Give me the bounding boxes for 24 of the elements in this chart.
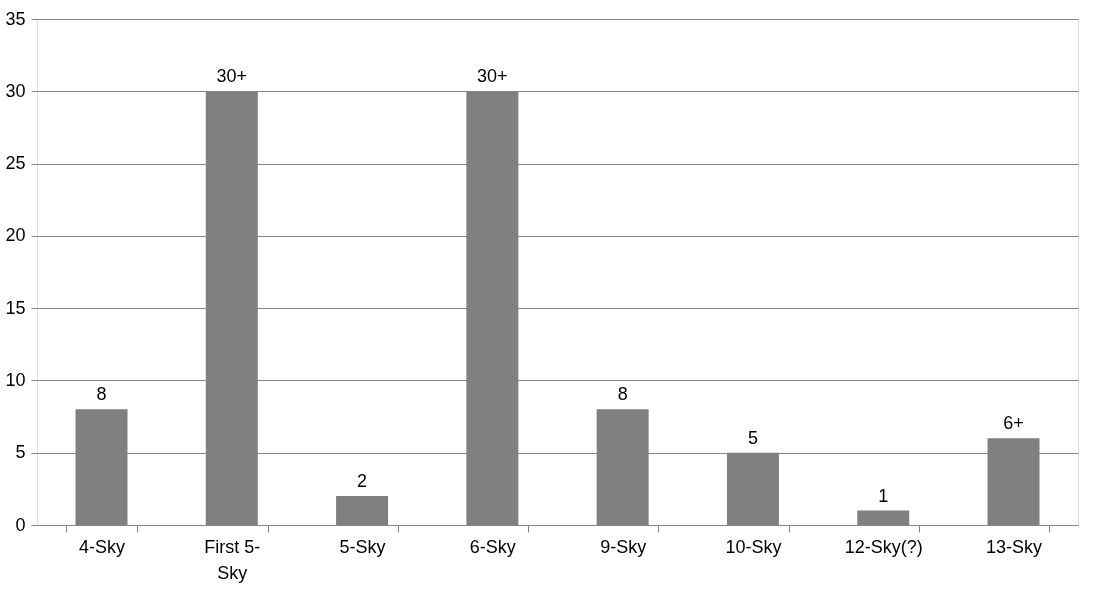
x-tick-label: 9-Sky [600, 536, 647, 557]
x-tick-label: 10-Sky [725, 536, 782, 557]
data-label: 2 [357, 471, 368, 492]
y-tick-label: 5 [15, 442, 26, 463]
y-tick-label: 35 [5, 8, 26, 29]
x-tick-label: 13-Sky [985, 536, 1043, 557]
data-label: 8 [617, 384, 628, 405]
x-tick-label: 12-Sky(?) [844, 536, 923, 557]
data-label: 30+ [216, 66, 248, 87]
y-tick-label: 20 [5, 225, 26, 246]
y-tick-label: 10 [5, 369, 26, 390]
y-tick-label: 15 [5, 297, 26, 318]
x-tick-label: 5-Sky [339, 536, 386, 557]
y-tick-label: 0 [15, 514, 26, 535]
x-tick-label: 6-Sky [469, 536, 516, 557]
data-label: 5 [747, 427, 758, 448]
data-label: 30+ [477, 66, 508, 87]
data-label: 1 [878, 485, 889, 506]
data-label: 8 [96, 384, 107, 405]
x-tick-label: 4-Sky [78, 536, 125, 557]
data-label: 6+ [1003, 413, 1024, 434]
y-tick-label: 30 [5, 80, 26, 101]
x-tick-label: First 5-Sky [204, 536, 261, 583]
y-tick-label: 25 [5, 153, 26, 174]
